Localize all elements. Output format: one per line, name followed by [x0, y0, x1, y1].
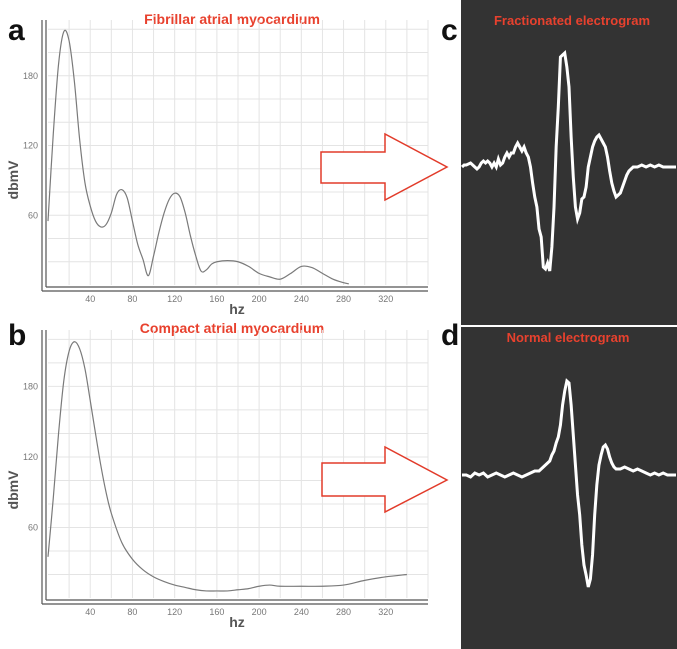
arrow-right-icon — [320, 132, 449, 202]
x-tick-label: 280 — [336, 294, 351, 304]
x-tick-label: 120 — [167, 294, 182, 304]
electrogram-background — [461, 327, 677, 649]
series-line — [47, 341, 407, 592]
electrogram-trace — [462, 378, 676, 588]
x-tick-label: 80 — [127, 294, 137, 304]
x-tick-label: 160 — [209, 294, 224, 304]
electrogram-normal: Normal electrogram — [461, 327, 677, 649]
x-tick-label: 240 — [294, 294, 309, 304]
electrogram-title: Normal electrogram — [507, 330, 630, 345]
series-line — [47, 29, 349, 285]
x-tick-label: 80 — [127, 607, 137, 617]
y-tick-label: 180 — [23, 71, 38, 81]
electrogram-trace — [460, 49, 676, 272]
x-tick-label: 40 — [85, 607, 95, 617]
x-axis-label: hz — [229, 614, 245, 630]
chart-title: Fibrillar atrial myocardium — [144, 11, 320, 27]
chart-title: Compact atrial myocardium — [140, 320, 324, 336]
panel-letter-d: d — [441, 319, 459, 352]
y-tick-labels: 60 120 180 — [23, 381, 38, 532]
y-axis-label: dbmV — [5, 470, 21, 510]
y-axis-label: dbmV — [5, 160, 21, 200]
y-tick-label: 60 — [28, 210, 38, 220]
y-tick-label: 120 — [23, 452, 38, 462]
x-tick-label: 120 — [167, 607, 182, 617]
x-tick-label: 320 — [378, 294, 393, 304]
y-tick-label: 60 — [28, 522, 38, 532]
panel-letter-a: a — [8, 14, 25, 47]
panel-letter-c: c — [441, 14, 458, 47]
y-tick-label: 180 — [23, 381, 38, 391]
x-tick-label: 200 — [252, 294, 267, 304]
y-tick-labels: 60 120 180 — [23, 71, 38, 220]
y-tick-label: 120 — [23, 141, 38, 151]
x-tick-label: 320 — [378, 607, 393, 617]
x-tick-label: 160 — [209, 607, 224, 617]
x-tick-label: 40 — [85, 294, 95, 304]
x-tick-label: 240 — [294, 607, 309, 617]
x-tick-labels: 40 80 120 160 200 240 280 320 — [85, 607, 393, 617]
axes — [41, 20, 428, 292]
x-tick-labels: 40 80 120 160 200 240 280 320 — [85, 294, 393, 304]
x-tick-label: 200 — [252, 607, 267, 617]
arrow-right-icon — [321, 445, 449, 514]
electrogram-fractionated: Fractionated electrogram — [460, 0, 677, 325]
axes — [41, 330, 428, 605]
grid — [48, 330, 429, 598]
panel-letter-b: b — [8, 319, 26, 352]
x-tick-label: 280 — [336, 607, 351, 617]
chart-compact: Compact atrial myocardium 40 80 120 160 200 2… — [5, 320, 429, 630]
electrogram-title: Fractionated electrogram — [494, 13, 650, 28]
x-axis-label: hz — [229, 301, 245, 317]
